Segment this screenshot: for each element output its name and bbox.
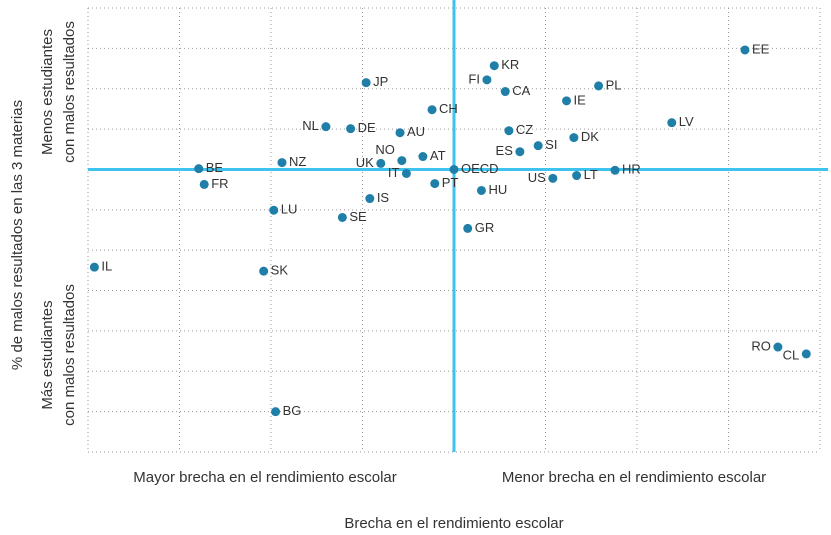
point	[594, 81, 604, 91]
y-top-note: Menos estudiantes	[39, 29, 56, 155]
x-axis-label: Brecha en el rendimiento escolar	[344, 515, 563, 532]
point-label: DE	[358, 120, 376, 135]
point	[269, 205, 279, 215]
point	[572, 171, 582, 181]
point-label: CA	[512, 83, 530, 98]
point-label: CL	[783, 347, 800, 362]
point-label: CH	[439, 101, 458, 116]
point-label: IS	[377, 190, 390, 205]
point	[395, 128, 405, 138]
point-label: LV	[679, 114, 694, 129]
point	[277, 158, 287, 168]
point-label: BE	[206, 160, 224, 175]
point-label: FR	[211, 176, 228, 191]
point	[271, 407, 281, 417]
point-label: CZ	[516, 122, 533, 137]
point	[482, 75, 492, 85]
point	[569, 133, 579, 143]
point	[515, 147, 525, 157]
point-label: US	[528, 170, 546, 185]
point-label: UK	[356, 155, 374, 170]
point-label: IE	[574, 92, 587, 107]
y-top-note: con malos resultados	[61, 21, 78, 163]
point	[449, 164, 459, 174]
point	[667, 118, 677, 128]
point-label: LT	[584, 167, 598, 182]
y-bottom-note: Más estudiantes	[39, 300, 56, 409]
point-label: SE	[349, 209, 367, 224]
point-label: NZ	[289, 154, 306, 169]
point-label: ES	[496, 143, 514, 158]
point-label: GR	[475, 220, 495, 235]
point	[548, 173, 558, 183]
x-left-note: Mayor brecha en el rendimiento escolar	[133, 469, 396, 486]
point	[346, 124, 356, 134]
point	[337, 212, 347, 222]
point-label: PT	[442, 175, 459, 190]
point	[533, 141, 543, 151]
point-label: SK	[271, 263, 289, 278]
point	[321, 122, 331, 132]
point	[259, 266, 269, 276]
y-bottom-note: con malos resultados	[61, 284, 78, 426]
point	[801, 349, 811, 359]
point-label: HU	[488, 182, 507, 197]
point	[489, 61, 499, 71]
point-label: EE	[752, 41, 770, 56]
point-label: IL	[101, 259, 112, 274]
point-label: FI	[468, 71, 480, 86]
point-label: AT	[430, 148, 446, 163]
point	[430, 179, 440, 189]
point-label: AU	[407, 124, 425, 139]
point-label: NL	[302, 118, 319, 133]
point-label: PL	[606, 77, 622, 92]
point	[397, 156, 407, 166]
point	[401, 168, 411, 178]
point-label: KR	[501, 57, 519, 72]
x-right-note: Menor brecha en el rendimiento escolar	[502, 469, 766, 486]
point	[199, 179, 209, 189]
point	[500, 87, 510, 97]
point-label: JP	[373, 74, 388, 89]
point-label: SI	[545, 137, 557, 152]
point	[562, 96, 572, 106]
point	[463, 223, 473, 233]
point-label: BG	[283, 403, 302, 418]
point	[365, 194, 375, 204]
y-axis-label: % de malos resultados en las 3 materias	[9, 100, 26, 370]
point-label: DK	[581, 129, 599, 144]
point-label: LU	[281, 202, 298, 217]
point	[361, 78, 371, 88]
point	[194, 164, 204, 174]
point	[773, 342, 783, 352]
point	[476, 185, 486, 195]
point	[740, 45, 750, 55]
point-label: OECD	[461, 161, 499, 176]
point-label: NO	[375, 142, 395, 157]
point-label: HR	[622, 162, 641, 177]
point	[89, 262, 99, 272]
point	[427, 105, 437, 115]
point	[418, 152, 428, 162]
point	[610, 165, 620, 175]
point-label: IT	[388, 165, 400, 180]
point-label: RO	[751, 338, 771, 353]
point	[504, 126, 514, 136]
point	[376, 158, 386, 168]
